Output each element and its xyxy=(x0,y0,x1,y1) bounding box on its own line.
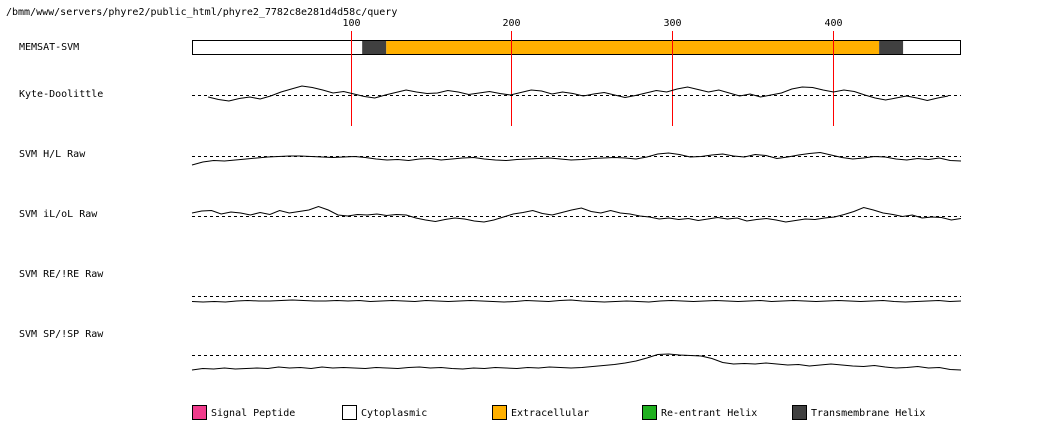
memsat-label: MEMSAT-SVM xyxy=(19,42,79,53)
series-label: SVM SP/!SP Raw xyxy=(19,329,104,340)
series-line xyxy=(207,85,949,102)
series-line xyxy=(191,205,962,223)
series-line xyxy=(191,151,962,166)
memsat-segment-cytoplasmic xyxy=(903,40,961,55)
legend-label: Extracellular xyxy=(511,408,589,419)
legend-swatch xyxy=(192,405,207,420)
legend-item: Signal Peptide xyxy=(192,405,295,420)
series-track: Kyte-Doolittle xyxy=(19,85,961,102)
series-line xyxy=(191,299,962,303)
memsat-track: MEMSAT-SVM xyxy=(19,40,961,55)
tick-label: 200 xyxy=(502,18,520,29)
legend-swatch xyxy=(492,405,507,420)
x-axis-ticks: 100 200 300 400 xyxy=(342,18,843,126)
series-tracks: Kyte-Doolittle SVM H/L Raw SVM iL/oL Raw SV… xyxy=(19,85,962,371)
tick-label: 300 xyxy=(663,18,681,29)
tick-label: 100 xyxy=(342,18,360,29)
memsat-segment-extracellular xyxy=(386,40,880,55)
tick-label: 400 xyxy=(824,18,842,29)
legend-swatch xyxy=(642,405,657,420)
series-label: SVM RE/!RE Raw xyxy=(19,269,104,280)
series-track: SVM H/L Raw xyxy=(19,149,962,166)
legend-item: Transmembrane Helix xyxy=(792,405,925,420)
series-track: SVM SP/!SP Raw xyxy=(19,329,962,371)
series-label: SVM iL/oL Raw xyxy=(19,209,98,220)
memsat-segment-cytoplasmic xyxy=(192,40,363,55)
series-track: SVM RE/!RE Raw xyxy=(19,269,962,303)
legend-item: Re-entrant Helix xyxy=(642,405,757,420)
legend-label: Cytoplasmic xyxy=(361,408,427,419)
memsat-bar xyxy=(192,40,961,55)
memsat-segment-transmembrane xyxy=(879,40,904,55)
legend-label: Signal Peptide xyxy=(211,408,295,419)
series-label: Kyte-Doolittle xyxy=(19,89,103,100)
series-track: SVM iL/oL Raw xyxy=(19,205,962,223)
query-path: /bmm/www/servers/phyre2/public_html/phyr… xyxy=(6,7,397,18)
legend-label: Transmembrane Helix xyxy=(811,408,925,419)
memsat-segment-transmembrane xyxy=(362,40,387,55)
legend-swatch xyxy=(342,405,357,420)
legend-item: Extracellular xyxy=(492,405,589,420)
series-line xyxy=(191,353,962,371)
legend: Signal Peptide Cytoplasmic Extracellular Re… xyxy=(192,405,925,420)
legend-label: Re-entrant Helix xyxy=(661,408,757,419)
memsat-bar-border xyxy=(192,40,961,55)
legend-swatch xyxy=(792,405,807,420)
series-label: SVM H/L Raw xyxy=(19,149,86,160)
legend-item: Cytoplasmic xyxy=(342,405,427,420)
